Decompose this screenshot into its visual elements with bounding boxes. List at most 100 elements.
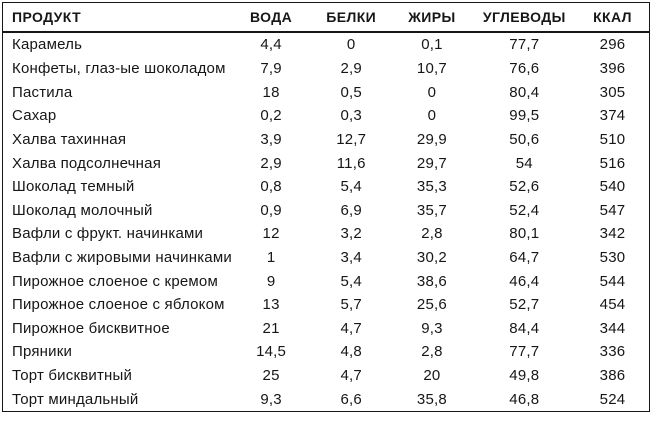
cell-kcal: 547: [599, 201, 626, 219]
cell-product: Шоколад молочный: [12, 201, 153, 219]
cell-kcal: 296: [599, 36, 626, 54]
cell-kcal: 386: [599, 367, 626, 384]
cell-water: 0,8: [260, 178, 282, 196]
cell-water: 3,9: [260, 131, 282, 149]
cell-product: Пирожное слоеное с яблоком: [12, 296, 225, 314]
cell-fat: 25,6: [416, 296, 447, 314]
header-row: ПРОДУКТ ВОДА БЕЛКИ ЖИРЫ УГЛЕВОДЫ ККАЛ: [3, 3, 649, 33]
cell-product: Халва тахинная: [12, 131, 127, 149]
cell-fat: 0: [427, 83, 437, 101]
cell-water: 2,9: [260, 154, 282, 172]
cell-water: 18: [262, 83, 280, 101]
cell-water: 12: [262, 225, 280, 243]
nutrition-table: ПРОДУКТ ВОДА БЕЛКИ ЖИРЫ УГЛЕВОДЫ ККАЛ Ка…: [3, 3, 649, 411]
cell-carbs: 52,6: [509, 178, 540, 196]
cell-fat: 9,3: [421, 319, 443, 337]
cell-fat: 0,1: [421, 36, 443, 54]
cell-kcal: 305: [599, 83, 626, 101]
table-row: Сахар 0,2 0,3 0 99,5 374: [3, 104, 649, 128]
cell-kcal: 516: [599, 154, 626, 172]
cell-protein: 2,9: [340, 60, 362, 78]
cell-fat: 10,7: [416, 60, 447, 78]
column-header-product: ПРОДУКТ: [3, 3, 232, 33]
cell-water: 9,3: [260, 390, 282, 408]
cell-protein: 4,8: [340, 343, 362, 361]
nutrition-table-frame: ПРОДУКТ ВОДА БЕЛКИ ЖИРЫ УГЛЕВОДЫ ККАЛ Ка…: [2, 2, 650, 412]
cell-carbs: 64,7: [509, 249, 540, 267]
table-row: Халва подсолнечная 2,9 11,6 29,7 54 516: [3, 151, 649, 175]
cell-product: Шоколад темный: [12, 178, 135, 196]
table-row: Шоколад молочный 0,9 6,9 35,7 52,4 547: [3, 199, 649, 223]
cell-water: 7,9: [260, 60, 282, 78]
table-body: Карамель 4,4 0 0,1 77,7 296 Конфеты, глаз-ые ш…: [3, 32, 649, 411]
cell-kcal: 510: [599, 131, 626, 149]
cell-water: 9: [266, 272, 276, 290]
table-row: Пирожное бисквитное 21 4,7 9,3 84,4 344: [3, 317, 649, 341]
cell-product: Пастила: [12, 83, 73, 101]
cell-carbs: 54: [515, 154, 533, 172]
table-row: Пирожное слоеное с кремом 9 5,4 38,6 46,4 544: [3, 269, 649, 293]
cell-kcal: 344: [599, 319, 626, 337]
column-header-protein: БЕЛКИ: [311, 3, 392, 33]
column-header-kcal: ККАЛ: [575, 3, 649, 33]
cell-water: 0,2: [260, 107, 282, 125]
cell-kcal: 454: [599, 296, 626, 314]
cell-kcal: 524: [599, 390, 626, 408]
cell-carbs: 49,8: [509, 367, 540, 384]
table-header: ПРОДУКТ ВОДА БЕЛКИ ЖИРЫ УГЛЕВОДЫ ККАЛ: [3, 3, 649, 33]
cell-kcal: 374: [599, 107, 626, 125]
cell-carbs: 80,4: [509, 83, 540, 101]
cell-fat: 35,3: [416, 178, 447, 196]
cell-protein: 0: [346, 36, 356, 54]
cell-product: Халва подсолнечная: [12, 154, 162, 172]
table-row: Торт бисквитный 25 4,7 20 49,8 386: [3, 364, 649, 388]
cell-water: 0,9: [260, 201, 282, 219]
cell-protein: 0,3: [340, 107, 362, 125]
cell-fat: 29,7: [416, 154, 447, 172]
cell-carbs: 76,6: [509, 60, 540, 78]
table-row: Пастила 18 0,5 0 80,4 305: [3, 81, 649, 105]
table-row: Конфеты, глаз-ые шоколадом 7,9 2,9 10,7 76,6…: [3, 57, 649, 81]
cell-water: 4,4: [260, 36, 282, 54]
cell-protein: 4,7: [340, 319, 362, 337]
table-row: Пирожное слоеное с яблоком 13 5,7 25,6 52,7 4…: [3, 293, 649, 317]
cell-kcal: 530: [599, 249, 626, 267]
column-header-water: ВОДА: [231, 3, 312, 33]
table-row: Вафли с жировыми начинками 1 3,4 30,2 64,7 53…: [3, 246, 649, 270]
cell-carbs: 52,7: [509, 296, 540, 314]
cell-kcal: 544: [599, 272, 626, 290]
cell-protein: 12,7: [336, 131, 367, 149]
cell-fat: 30,2: [416, 249, 447, 267]
cell-fat: 29,9: [416, 131, 447, 149]
cell-carbs: 46,8: [509, 390, 540, 408]
cell-carbs: 46,4: [509, 272, 540, 290]
cell-carbs: 99,5: [509, 107, 540, 125]
column-header-fat: ЖИРЫ: [391, 3, 473, 33]
cell-carbs: 84,4: [509, 319, 540, 337]
table-row: Шоколад темный 0,8 5,4 35,3 52,6 540: [3, 175, 649, 199]
cell-product: Вафли с фрукт. начинками: [12, 225, 204, 243]
cell-carbs: 77,7: [509, 36, 540, 54]
cell-protein: 6,6: [340, 390, 362, 408]
cell-fat: 38,6: [416, 272, 447, 290]
cell-product: Торт миндальный: [12, 390, 139, 408]
cell-protein: 3,4: [340, 249, 362, 267]
cell-carbs: 80,1: [509, 225, 540, 243]
cell-water: 14,5: [256, 343, 287, 361]
cell-carbs: 50,6: [509, 131, 540, 149]
cell-water: 1: [266, 249, 276, 267]
cell-protein: 0,5: [340, 83, 362, 101]
table-row: Вафли с фрукт. начинками 12 3,2 2,8 80,1 342: [3, 222, 649, 246]
cell-product: Пирожное бисквитное: [12, 319, 170, 337]
cell-kcal: 540: [599, 178, 626, 196]
cell-fat: 35,8: [416, 390, 447, 408]
cell-product: Торт бисквитный: [12, 367, 133, 384]
cell-product: Пряники: [12, 343, 73, 361]
cell-fat: 35,7: [416, 201, 447, 219]
table-row: Карамель 4,4 0 0,1 77,7 296: [3, 32, 649, 57]
cell-kcal: 396: [599, 60, 626, 78]
cell-carbs: 77,7: [509, 343, 540, 361]
table-row: Пряники 14,5 4,8 2,8 77,7 336: [3, 340, 649, 364]
cell-protein: 4,7: [340, 367, 362, 384]
cell-carbs: 52,4: [509, 201, 540, 219]
